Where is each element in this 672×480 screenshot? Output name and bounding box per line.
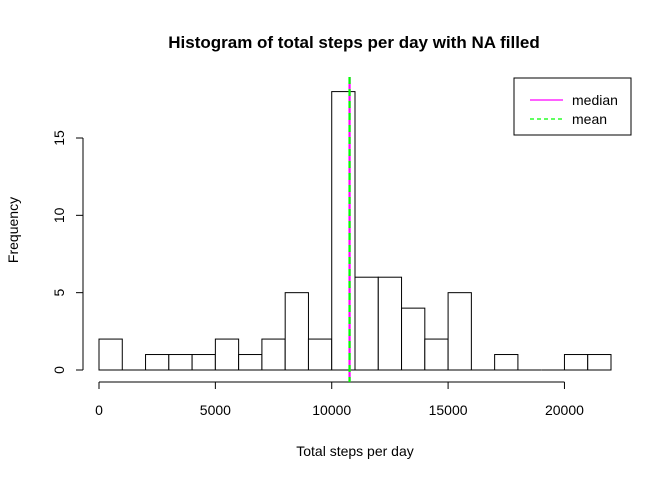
x-tick-label: 0 — [95, 402, 103, 418]
y-tick-label: 10 — [51, 207, 67, 223]
histogram-bar — [494, 354, 519, 371]
y-axis: 0 5 10 15 — [51, 130, 84, 374]
histogram-bar — [168, 354, 193, 371]
histogram-bar — [587, 354, 612, 371]
x-tick-label: 10000 — [312, 402, 351, 418]
x-axis-label: Total steps per day — [296, 443, 414, 459]
histogram-bar — [261, 338, 286, 371]
histogram-bar — [307, 338, 333, 371]
legend-median-label: median — [572, 92, 618, 108]
y-tick-label: 15 — [51, 130, 67, 146]
legend-box — [513, 77, 632, 136]
histogram-bar — [284, 292, 309, 371]
histogram-bar — [354, 276, 379, 371]
histogram-bar — [377, 276, 403, 371]
histogram-bar — [331, 91, 356, 371]
histogram-bar — [98, 338, 123, 371]
histogram-bar — [191, 354, 216, 371]
histogram-bar — [238, 354, 263, 371]
x-tick-label: 15000 — [429, 402, 468, 418]
chart-title: Histogram of total steps per day with NA… — [168, 33, 540, 52]
histogram-bar — [563, 354, 589, 371]
histogram-bar — [447, 292, 472, 371]
y-axis-label: Frequency — [5, 197, 21, 263]
x-tick-label: 5000 — [200, 402, 231, 418]
histogram-bar — [214, 338, 240, 371]
y-tick-label: 5 — [51, 289, 67, 297]
histogram-bar — [401, 307, 426, 371]
legend-mean-label: mean — [572, 111, 607, 127]
legend: median mean — [513, 77, 632, 136]
x-tick-label: 20000 — [545, 402, 584, 418]
x-axis: 0 5000 10000 15000 20000 — [95, 381, 584, 418]
y-tick-label: 0 — [51, 366, 67, 374]
histogram-bar — [145, 354, 170, 371]
histogram-bar — [424, 338, 449, 371]
